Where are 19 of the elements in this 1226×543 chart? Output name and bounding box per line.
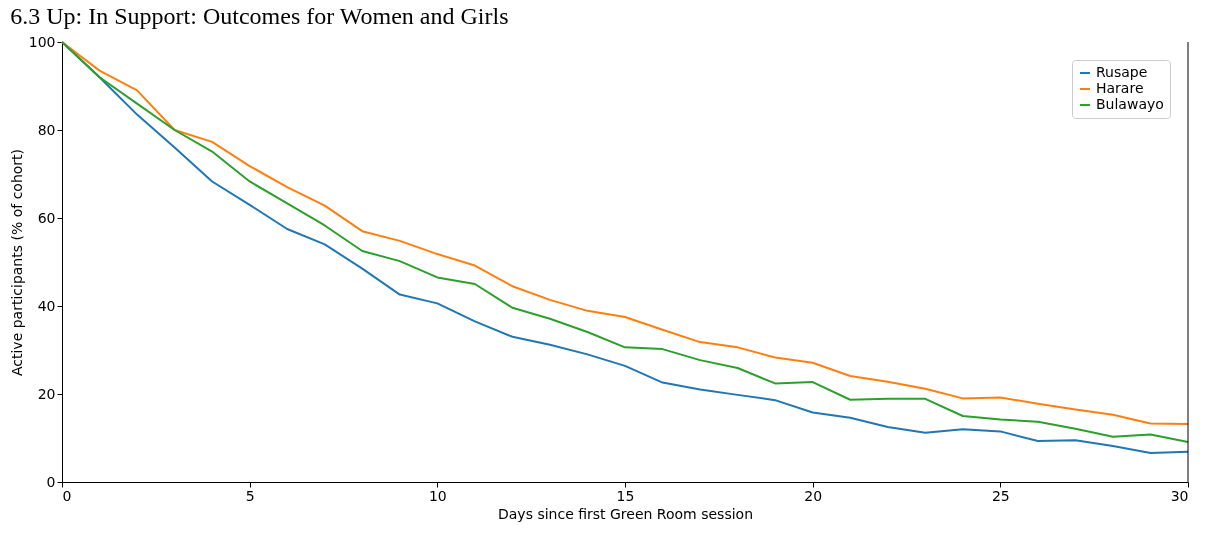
x-tick-label: 5 <box>245 487 255 504</box>
x-tick-label: 20 <box>804 487 823 504</box>
x-tick-label: 10 <box>428 487 447 504</box>
legend-label: Harare <box>1096 80 1144 96</box>
y-tick-label: 40 <box>37 297 56 314</box>
y-tick-label: 20 <box>37 385 56 402</box>
chart-title: 6.3 Up: In Support: Outcomes for Women and Girls <box>10 3 509 29</box>
x-axis-title: Days since first Green Room session <box>497 505 754 522</box>
y-tick-label: 60 <box>37 209 56 226</box>
x-tick-label: 25 <box>991 487 1010 504</box>
y-tick-label: 80 <box>37 121 56 138</box>
legend-label: Rusape <box>1096 64 1148 80</box>
y-tick-label: 0 <box>46 473 56 490</box>
y-tick-label: 100 <box>28 33 56 50</box>
y-axis-title: Active participants (% of cohort) <box>8 148 25 377</box>
x-tick-label: 0 <box>62 487 72 504</box>
legend-label: Bulawayo <box>1096 96 1164 112</box>
x-tick-label: 15 <box>616 487 635 504</box>
x-tick-label: 30 <box>1170 487 1189 504</box>
